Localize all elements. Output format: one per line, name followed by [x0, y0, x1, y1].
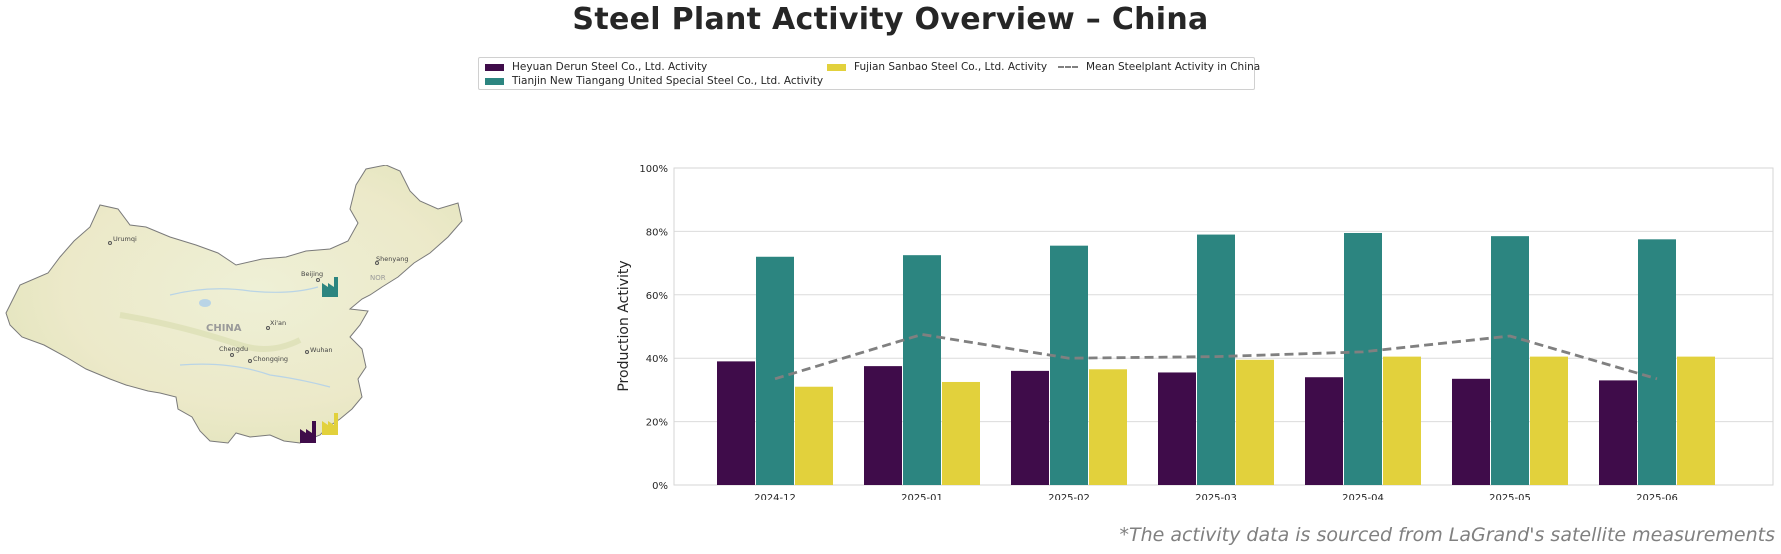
city-dot-chongqing — [248, 359, 252, 363]
legend-line-mean — [1058, 66, 1078, 68]
x-tick-label: 2024-12 — [754, 493, 796, 500]
city-label-wuhan: Wuhan — [310, 346, 333, 354]
mean-activity-line — [774, 332, 1658, 381]
city-dot-wuhan — [305, 350, 309, 354]
bar-2025-06-series-1 — [1599, 380, 1637, 485]
country-label: CHINA — [206, 323, 242, 334]
bar-2025-01-series-3 — [942, 381, 980, 485]
city-dot-shenyang — [375, 261, 379, 265]
city-label-chengdu: Chengdu — [219, 345, 248, 353]
city-label-beijing: Beijing — [301, 270, 323, 278]
bar-2024-12-series-3 — [795, 386, 833, 485]
x-tick-label: 2025-06 — [1636, 493, 1678, 500]
bar-2025-06-series-3 — [1677, 356, 1715, 485]
city-label-urumqi: Urumqi — [113, 235, 137, 243]
y-axis-label: Production Activity — [616, 260, 632, 391]
bar-2025-03-series-2 — [1197, 234, 1235, 485]
factory-icon — [322, 413, 338, 435]
bar-2025-04-series-1 — [1305, 377, 1343, 485]
y-tick-label: 100% — [639, 164, 668, 175]
bar-2024-12-series-2 — [756, 256, 794, 485]
map-terrain — [119, 312, 302, 352]
bar-2025-01-series-2 — [903, 255, 941, 485]
legend-swatch-heyuan — [485, 63, 504, 71]
city-label-shenyang: Shenyang — [376, 255, 408, 263]
bar-2025-01-series-1 — [864, 366, 902, 485]
legend-swatch-fujian — [827, 63, 846, 71]
bar-2024-12-series-1 — [717, 361, 755, 485]
bar-2025-03-series-3 — [1236, 359, 1274, 485]
legend-label-tianjin: Tianjin New Tiangang United Special Stee… — [512, 75, 824, 87]
bar-2025-02-series-1 — [1011, 370, 1049, 485]
factory-icon — [300, 421, 316, 443]
bar-2025-02-series-3 — [1089, 369, 1127, 485]
x-tick-label: 2025-05 — [1489, 493, 1531, 500]
x-tick-label: 2025-02 — [1048, 493, 1090, 500]
legend: Heyuan Derun Steel Co., Ltd. Activity Ti… — [478, 57, 1260, 90]
chart-title: Steel Plant Activity Overview – China — [572, 2, 1209, 37]
bar-2025-04-series-3 — [1383, 356, 1421, 485]
y-tick-label: 0% — [652, 481, 668, 492]
china-outline — [5, 165, 463, 444]
legend-swatch-tianjin — [485, 77, 504, 85]
city-dot-beijing — [316, 278, 320, 282]
x-tick-label: 2025-01 — [901, 493, 943, 500]
city-dot-chengdu — [230, 353, 234, 357]
city-label-chongqing: Chongqing — [253, 355, 288, 363]
map-lake — [199, 299, 211, 307]
legend-label-mean: Mean Steelplant Activity in China — [1086, 61, 1261, 73]
legend-item-heyuan: Heyuan Derun Steel Co., Ltd. Activity — [485, 61, 707, 73]
factory-icon — [322, 277, 338, 297]
bar-2025-05-series-3 — [1530, 356, 1568, 485]
bar-2025-05-series-2 — [1491, 236, 1529, 485]
legend-item-mean: Mean Steelplant Activity in China — [1058, 61, 1260, 73]
city-dot-urumqi — [108, 241, 112, 245]
y-tick-label: 80% — [646, 227, 668, 238]
bar-2025-05-series-1 — [1452, 378, 1490, 485]
bar-2025-04-series-2 — [1344, 232, 1382, 485]
bar-2025-03-series-1 — [1158, 372, 1196, 485]
x-tick-label: 2025-04 — [1342, 493, 1384, 500]
bar-2025-02-series-2 — [1050, 245, 1088, 485]
map-river — [169, 286, 319, 296]
map-river-south — [179, 363, 331, 388]
china-map: Urumqi Beijing Shenyang Xi'an Chengdu Ch… — [5, 165, 463, 444]
y-tick-label: 60% — [646, 291, 668, 302]
footnote: *The activity data is sourced from LaGra… — [1119, 524, 1775, 546]
legend-item-fujian: Fujian Sanbao Steel Co., Ltd. Activity — [827, 61, 1047, 73]
city-dot-xian — [266, 326, 270, 330]
sea-label: NOR — [370, 274, 386, 282]
y-tick-label: 20% — [646, 418, 668, 429]
y-tick-label: 40% — [646, 354, 668, 365]
legend-label-heyuan: Heyuan Derun Steel Co., Ltd. Activity — [512, 61, 708, 73]
city-label-xian: Xi'an — [270, 319, 286, 327]
x-tick-label: 2025-03 — [1195, 493, 1237, 500]
legend-item-tianjin: Tianjin New Tiangang United Special Stee… — [485, 75, 823, 87]
legend-label-fujian: Fujian Sanbao Steel Co., Ltd. Activity — [854, 61, 1048, 73]
bar-chart: 2024-12 2025-01 2025-02 2025-03 2025-04 2025-… — [616, 164, 1774, 500]
bar-2025-06-series-2 — [1638, 239, 1676, 485]
